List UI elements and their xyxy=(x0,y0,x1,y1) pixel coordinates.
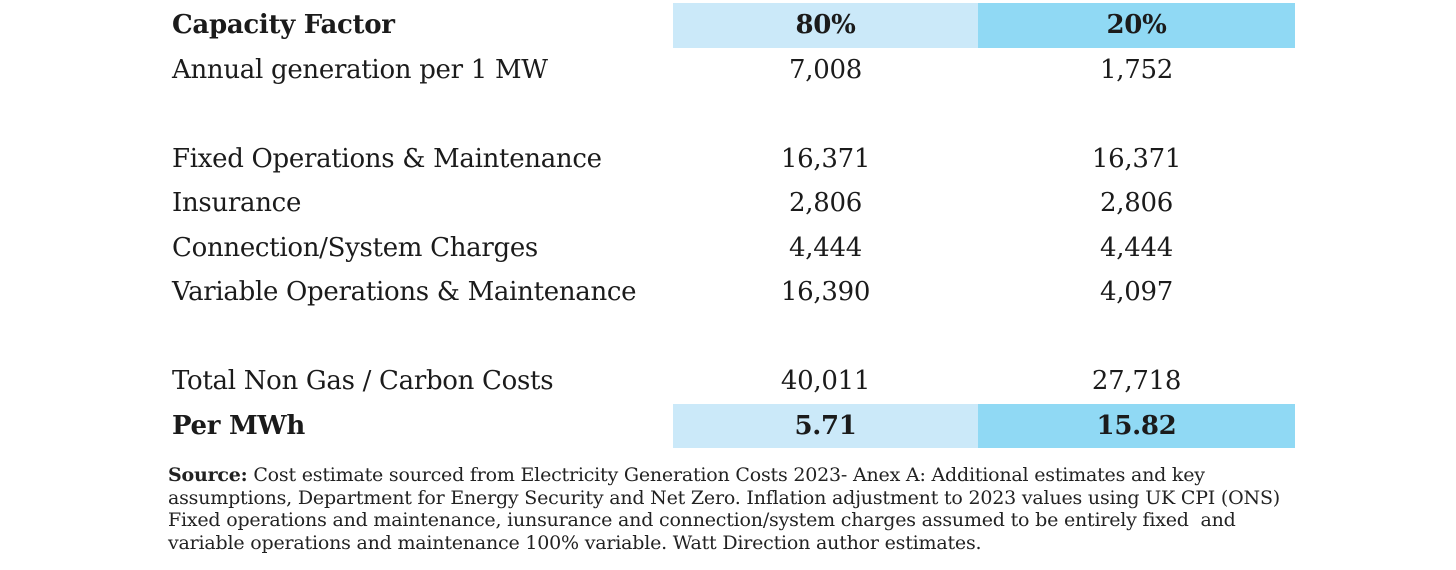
row-label-connection-charges: Connection/System Charges xyxy=(172,232,538,263)
source-note: Source: Cost estimate sourced from Elect… xyxy=(168,464,1456,554)
value-insurance-80: 2,806 xyxy=(789,188,862,219)
value-insurance-20: 2,806 xyxy=(1100,188,1173,219)
row-label-insurance: Insurance xyxy=(172,188,302,219)
header-col-80: 80% xyxy=(673,3,978,48)
source-line-1-text: Cost estimate sourced from Electricity G… xyxy=(247,464,1205,486)
spacer-row xyxy=(172,315,673,360)
value-fixed-om-80: 16,371 xyxy=(780,143,871,174)
spacer-cell xyxy=(673,315,978,360)
value-connection-charges-80: 4,444 xyxy=(789,232,862,263)
source-line-1: Source: Cost estimate sourced from Elect… xyxy=(168,464,1456,487)
header-capacity-factor: Capacity Factor xyxy=(172,10,395,41)
row-label-total-non-gas: Total Non Gas / Carbon Costs xyxy=(172,366,554,397)
row-label-fixed-om: Fixed Operations & Maintenance xyxy=(172,143,602,174)
spacer-row xyxy=(172,92,673,137)
value-variable-om-80: 16,390 xyxy=(780,277,871,308)
value-fixed-om-20: 16,371 xyxy=(1091,143,1182,174)
value-connection-charges-20: 4,444 xyxy=(1100,232,1173,263)
value-annual-generation-80: 7,008 xyxy=(789,54,862,85)
source-line-4: variable operations and maintenance 100%… xyxy=(168,531,982,554)
source-line-3: Fixed operations and maintenance, iunsur… xyxy=(168,509,1236,531)
spacer-cell xyxy=(978,92,1295,137)
value-total-non-gas-20: 27,718 xyxy=(1091,366,1182,397)
value-per-mwh-20: 15.82 xyxy=(978,403,1295,448)
row-label-variable-om: Variable Operations & Maintenance xyxy=(172,277,637,308)
value-per-mwh-80: 5.71 xyxy=(673,403,978,448)
cost-table: Capacity Factor 80% 20% Annual generatio… xyxy=(172,0,1456,448)
header-col-20: 20% xyxy=(978,3,1295,48)
source-prefix: Source: xyxy=(168,464,248,486)
spacer-cell xyxy=(978,315,1295,360)
value-total-non-gas-80: 40,011 xyxy=(780,366,871,397)
row-label-annual-generation: Annual generation per 1 MW xyxy=(172,54,548,85)
spacer-cell xyxy=(673,92,978,137)
value-variable-om-20: 4,097 xyxy=(1100,277,1173,308)
value-annual-generation-20: 1,752 xyxy=(1100,54,1173,85)
source-line-2: assumptions, Department for Energy Secur… xyxy=(168,486,1280,509)
row-label-per-mwh: Per MWh xyxy=(172,410,305,441)
